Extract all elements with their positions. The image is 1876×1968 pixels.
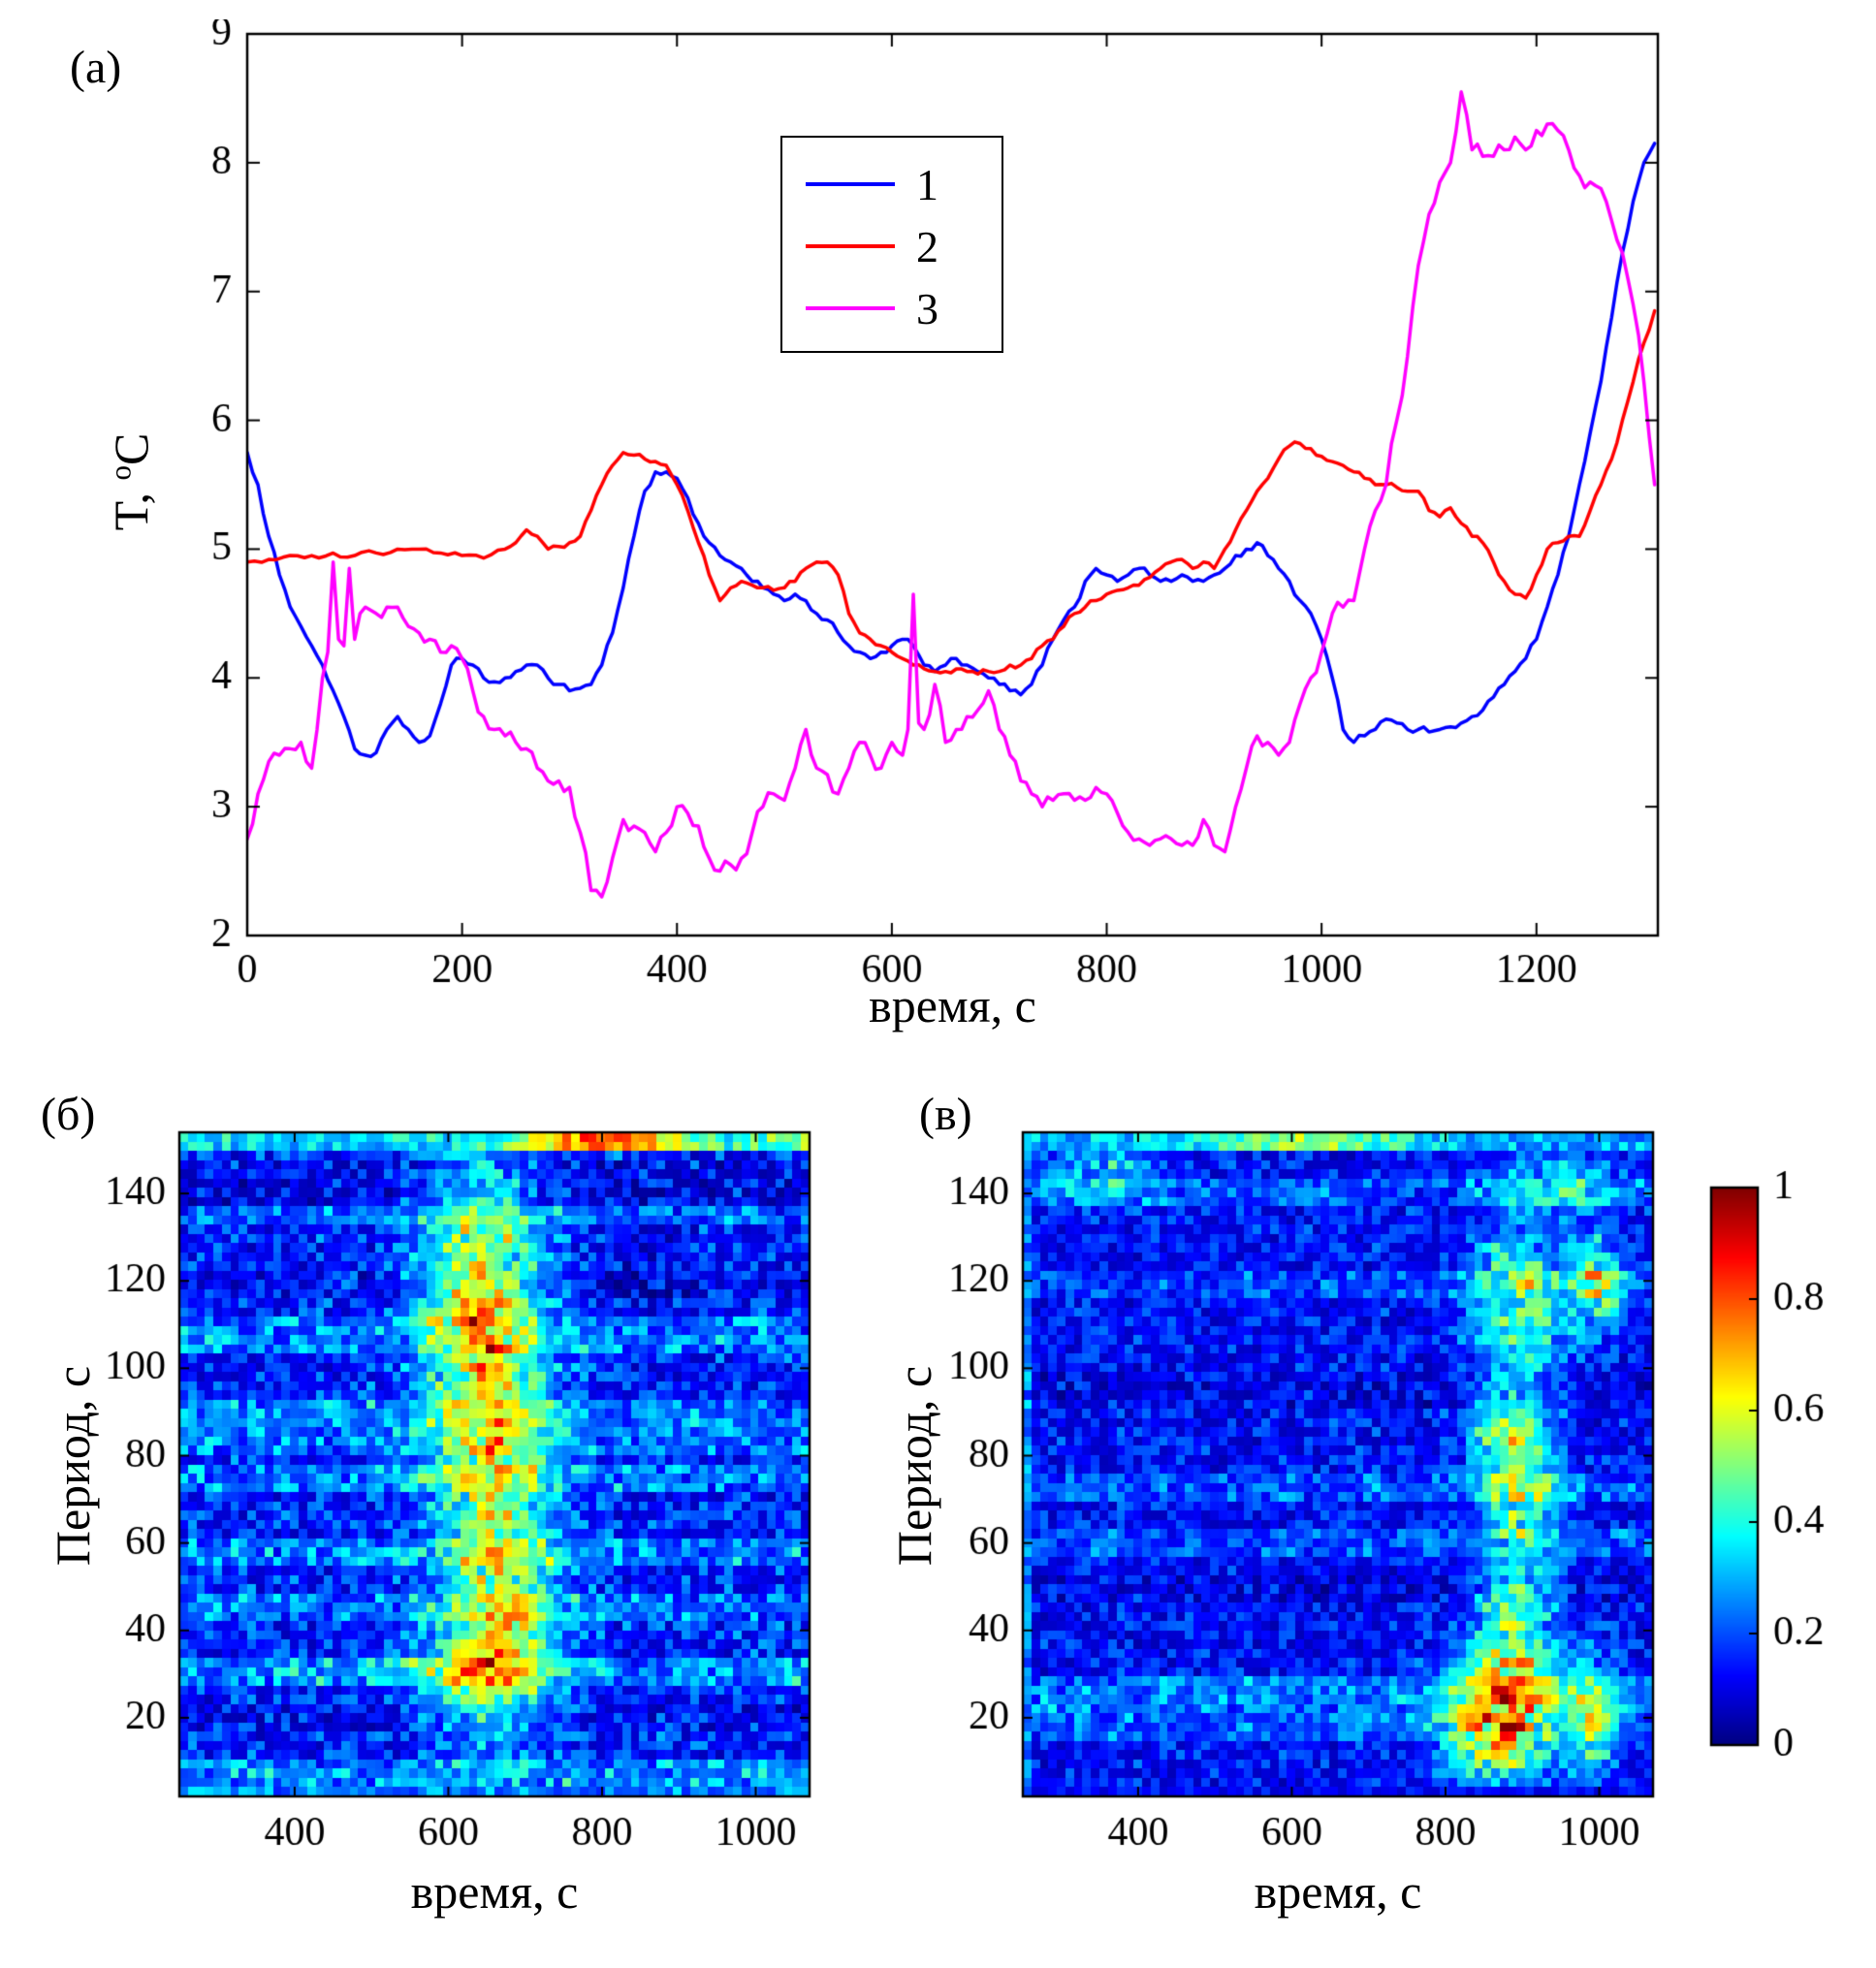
legend-entry-label: 3 <box>916 283 938 333</box>
legend-entry-label: 2 <box>916 221 938 271</box>
panel-b-label: (б) <box>41 1089 96 1140</box>
y-axis-label-period-v: Период, с <box>887 1365 941 1567</box>
y-axis-label-period-b: Период, с <box>46 1365 100 1567</box>
spectrogram-v-canvas <box>931 1105 1697 1852</box>
y-axis-label-suffix: C <box>104 432 158 466</box>
x-axis-label-time-b: время, с <box>410 1864 579 1919</box>
y-axis-label-temperature: T, oC <box>103 433 159 531</box>
colorbar-canvas <box>1697 1159 1871 1798</box>
chart-legend: 1 2 3 <box>780 136 1003 353</box>
panel-a-label: (a) <box>70 42 122 93</box>
spectrogram-b-canvas <box>87 1105 853 1852</box>
panel-v-label: (в) <box>919 1089 972 1140</box>
y-axis-label-prefix: T, <box>104 480 158 531</box>
legend-entry: 2 <box>806 215 1002 277</box>
legend-entry-label: 1 <box>916 159 938 209</box>
y-axis-label-degree: o <box>103 465 138 481</box>
legend-entry: 3 <box>806 277 1002 339</box>
x-axis-label-time-v: время, с <box>1254 1864 1422 1919</box>
x-axis-label-time-a: время, с <box>869 978 1036 1032</box>
legend-line-swatch <box>806 306 895 310</box>
legend-line-swatch <box>806 182 895 186</box>
legend-line-swatch <box>806 244 895 248</box>
legend-entry: 1 <box>806 153 1002 215</box>
